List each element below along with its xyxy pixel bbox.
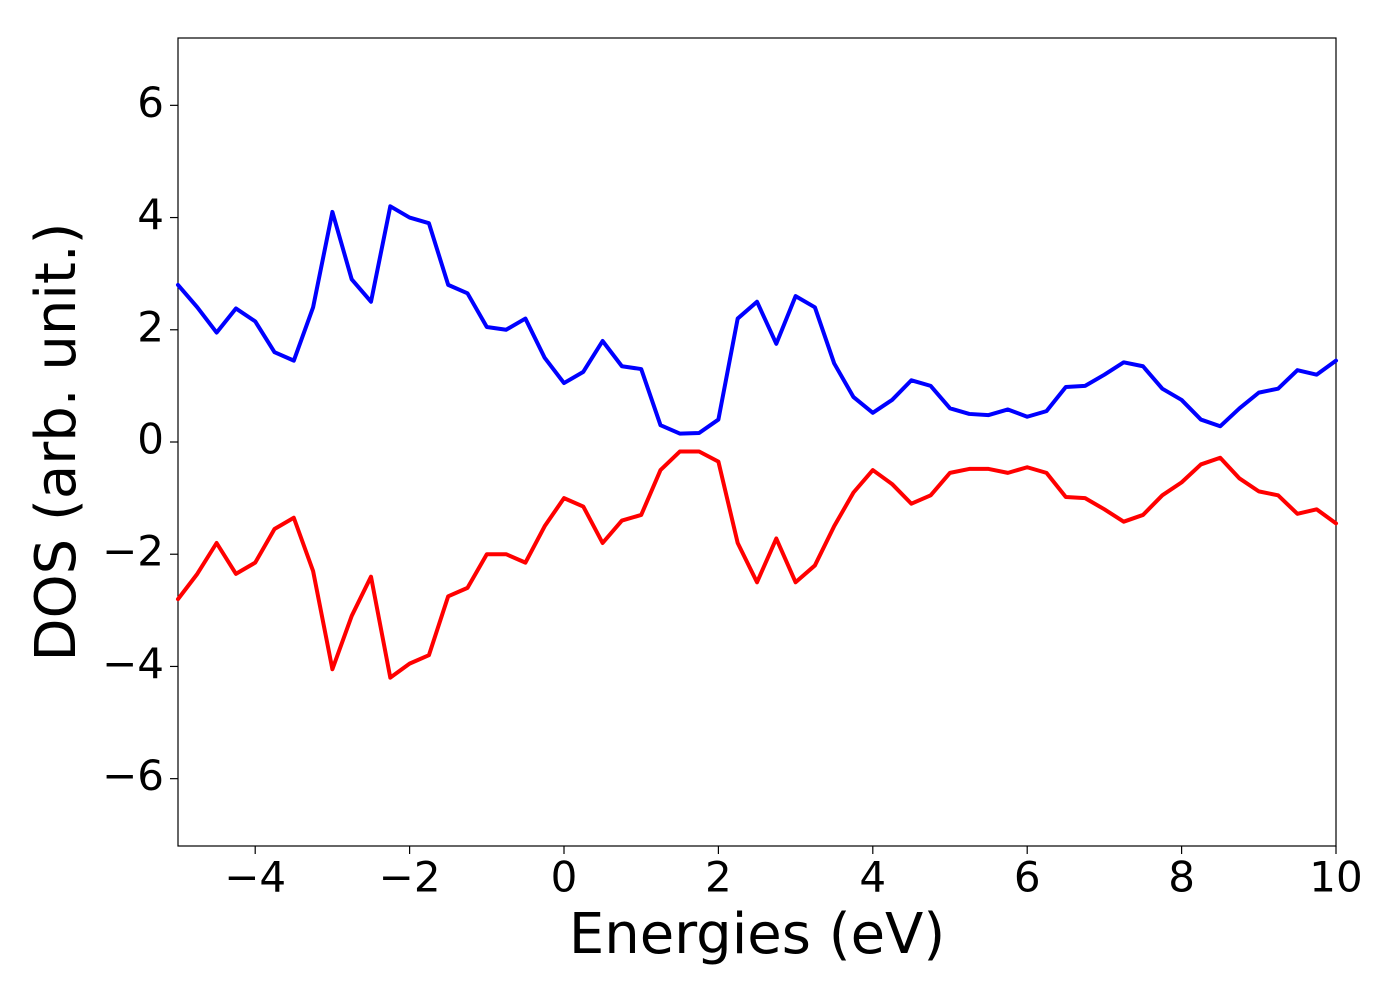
y-axis-label: DOS (arb. unit.): [24, 222, 89, 661]
y-tick-label: 0: [137, 415, 164, 464]
y-tick-label: 2: [137, 302, 164, 351]
x-tick-label: 6: [1014, 853, 1041, 902]
y-tick-label: −6: [102, 751, 164, 800]
y-tick-label: 6: [137, 78, 164, 127]
dos-line: [176, 449, 1338, 680]
dos-line: [176, 204, 1338, 436]
x-axis-label: Energies (eV): [569, 902, 945, 967]
y-tick-label: 4: [137, 190, 164, 239]
x-tick-label: 0: [551, 853, 578, 902]
x-tick-label: 2: [705, 853, 732, 902]
x-tick-label: −2: [379, 853, 441, 902]
plot-frame: [177, 37, 1337, 847]
x-tick-label: 8: [1168, 853, 1195, 902]
y-tick-label: −2: [102, 527, 164, 576]
x-tick-label: 4: [859, 853, 886, 902]
x-tick-label: 10: [1309, 853, 1362, 902]
x-tick-label: −4: [224, 853, 286, 902]
y-tick-label: −4: [102, 639, 164, 688]
